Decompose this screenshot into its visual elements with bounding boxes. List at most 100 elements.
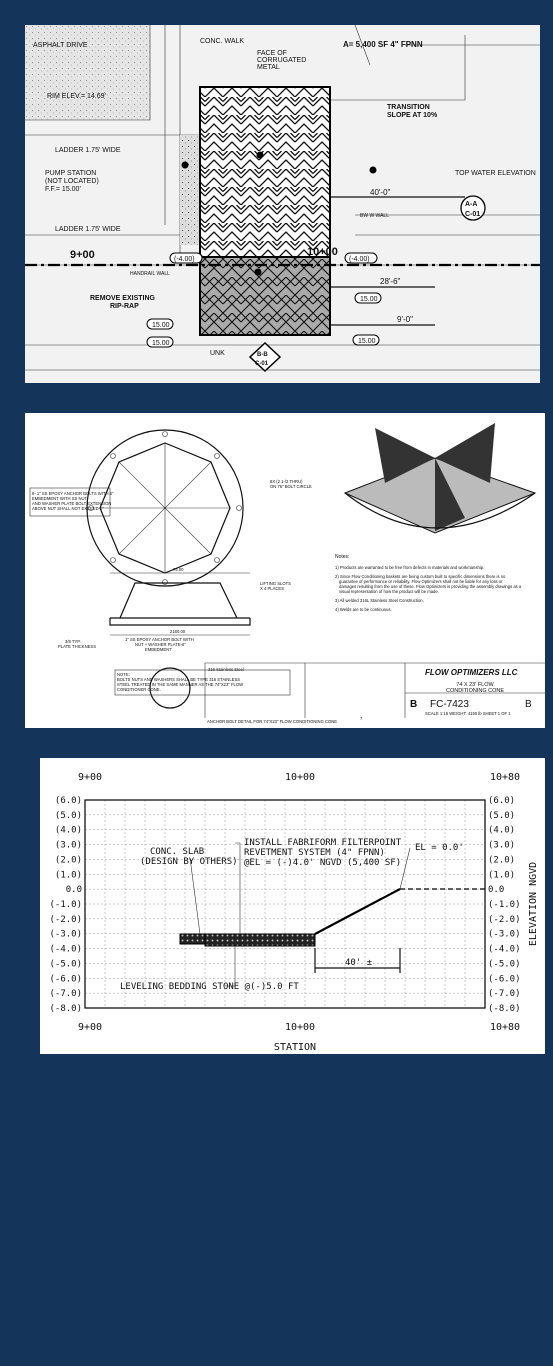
y-tick-label: 0.0 xyxy=(488,885,504,895)
dimension-lines xyxy=(110,572,250,636)
marker xyxy=(256,151,264,159)
station-label: 10+80 xyxy=(490,1022,520,1033)
note: INSTALL FABRIFORM FILTERPOINT xyxy=(244,838,402,848)
note: LIFTING SLOTS xyxy=(260,581,291,586)
station: 10+00 xyxy=(307,246,338,258)
marker xyxy=(181,161,189,169)
note: 8- 1" SS EPOXY ANCHOR BOLTS WITH 6" EMBED… xyxy=(32,491,114,511)
note: INSTALL FABRIFORM FILTERPOINT REVETMENT S… xyxy=(244,838,402,868)
elevation-tags xyxy=(354,292,382,304)
y-tick-label: (4.0) xyxy=(55,826,82,836)
note: EL = 0.0' xyxy=(415,843,464,853)
side-elevation xyxy=(109,582,251,626)
label: C-01 xyxy=(255,361,269,367)
slope xyxy=(314,888,401,935)
note: 8X (2 1-/2 THRU) ON 76" BOLT CIRCLE xyxy=(270,479,312,489)
label: SLOPE AT 10% xyxy=(387,112,438,119)
elevation-tags xyxy=(146,318,174,330)
revetment-area-lower xyxy=(199,256,331,336)
y-tick-label: (5.0) xyxy=(488,811,515,821)
bolt-holes xyxy=(214,557,220,563)
label: BW W WALL xyxy=(360,213,389,219)
y-tick-label: (-6.0) xyxy=(49,974,82,984)
note: 3/8 TYP. xyxy=(65,639,81,644)
revetment xyxy=(204,933,316,947)
grid xyxy=(84,799,486,1009)
label: B-B xyxy=(257,352,268,358)
y-tick-label: (2.0) xyxy=(55,855,82,865)
note: X 4 PLACES xyxy=(260,586,284,591)
label: REMOVE EXISTING RIP-RAP xyxy=(90,295,156,310)
label: CONC. WALK xyxy=(200,38,244,45)
y-tick-label: (3.0) xyxy=(488,841,515,851)
label: LADDER 1.75' WIDE xyxy=(55,226,121,233)
note: ABOVE NUT SHALL NOT EXCEED 1" xyxy=(32,506,104,511)
note: STEEL TREATED IN THE SAME MANNER AS THE … xyxy=(117,682,243,687)
y-tick-label: (-8.0) xyxy=(488,1004,521,1014)
label: REMOVE EXISTING xyxy=(90,295,156,302)
label: A-A xyxy=(465,201,477,208)
y-tick-label: 0.0 xyxy=(66,885,82,895)
label: B xyxy=(410,699,417,710)
leaders xyxy=(189,842,411,987)
y-axis-label: ELEVATION NGVD xyxy=(528,862,539,946)
note: @EL = (-)4.0' NGVD (5,400 SF) xyxy=(244,858,401,868)
y-tick-label: (2.0) xyxy=(488,855,515,865)
label: TRANSITION SLOPE AT 10% xyxy=(387,104,438,119)
label: FACE OF xyxy=(257,50,287,57)
label: 15.00 xyxy=(152,322,170,329)
note: NUT + WASHER PLATE-6" xyxy=(135,642,186,647)
note: NOTE: xyxy=(117,672,130,677)
bolt-holes xyxy=(88,431,242,585)
y-tick-label: (-3.0) xyxy=(488,930,521,940)
note: BOLTS NUTS AND WASHERS SHALL BE TYPE 316… xyxy=(117,677,240,682)
dimension: 40' ± xyxy=(345,958,373,968)
y-tick-label: (-3.0) xyxy=(49,930,82,940)
revetment-area xyxy=(199,86,331,258)
label: (-4.00) xyxy=(174,256,195,263)
note: EMBEDMENT WITH SS NUT xyxy=(32,496,88,501)
note: 3/8 TYP. PLATE THICKNESS xyxy=(58,639,96,649)
note: 8X (2 1-/2 THRU) xyxy=(270,479,303,484)
label: B xyxy=(525,699,532,710)
detail-number: 7 xyxy=(360,716,363,721)
note-box xyxy=(29,487,111,517)
label: (-4.00) xyxy=(349,256,370,263)
cone-detail: 8- 1" SS EPOXY ANCHOR BOLTS WITH 6" EMBED… xyxy=(25,413,545,728)
y-tick-label: (-4.0) xyxy=(49,945,82,955)
cone-base xyxy=(344,492,536,529)
label: PUMP STATION (NOT LOCATED) F.F.= 15.00' xyxy=(45,170,99,193)
dimension: 28'-6" xyxy=(380,277,401,286)
note: ON 76" BOLT CIRCLE xyxy=(270,484,312,489)
marker xyxy=(369,166,377,174)
marker xyxy=(254,268,262,276)
label: FACE OF CORRUGATED METAL xyxy=(257,50,306,71)
dimension: 74.00 xyxy=(173,567,184,572)
dimension: 40'-0" xyxy=(370,188,391,197)
note: LEVELING BEDDING STONE @(-)5.0 FT xyxy=(120,982,299,992)
y-tick-label: (5.0) xyxy=(55,811,82,821)
asphalt xyxy=(25,25,150,120)
label: FC-7423 xyxy=(430,699,469,710)
label: TOP WATER ELEVATION xyxy=(455,170,536,177)
notes: damages resulting from the use of these.… xyxy=(339,584,522,589)
label: A= 5,400 SF 4" FPNN xyxy=(343,40,423,49)
station-label: 9+00 xyxy=(78,772,102,783)
label: UNK xyxy=(210,350,225,357)
y-tick-label: (-8.0) xyxy=(49,1004,82,1014)
note: 1" SS EPOXY ANCHOR BOLT WITH xyxy=(125,637,194,642)
label: 15.00 xyxy=(152,340,170,347)
note: CONC. SLAB xyxy=(150,847,204,857)
y-tick-label: (-2.0) xyxy=(49,915,82,925)
tag xyxy=(344,252,378,264)
label: CORRUGATED xyxy=(257,57,306,64)
station-label: 10+80 xyxy=(490,772,520,783)
y-tick-label: (-1.0) xyxy=(49,900,82,910)
site-plan: ASPHALT DRIVE CONC. WALK FACE OF CORRUGAT… xyxy=(25,24,540,383)
station-label: 10+00 xyxy=(285,1022,315,1033)
y-tick-label: (-7.0) xyxy=(488,989,521,999)
note: CONDITIONER CONE. xyxy=(117,687,161,692)
bolt-holes xyxy=(88,505,94,511)
